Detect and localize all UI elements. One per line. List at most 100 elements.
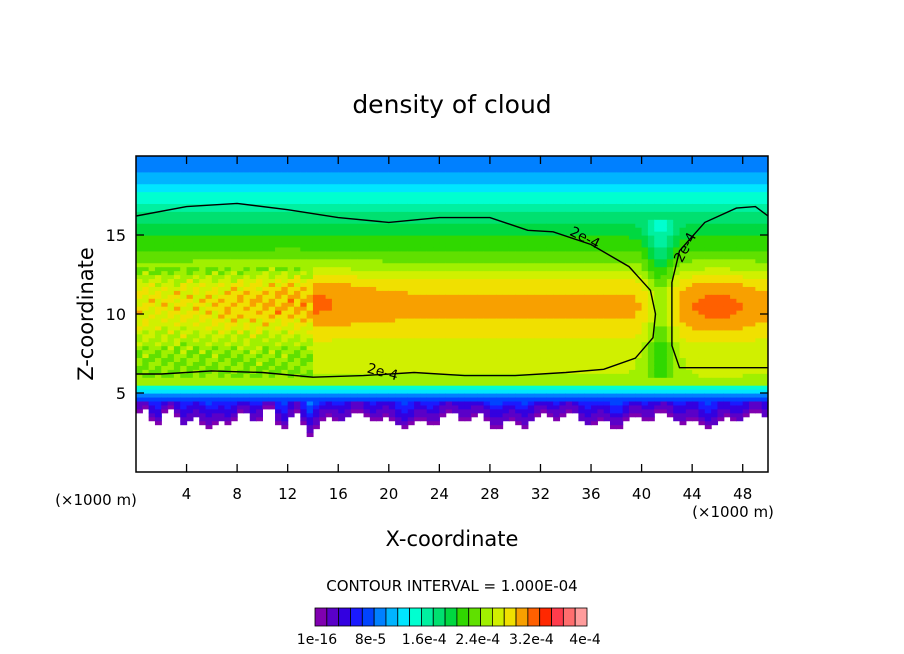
field-cell bbox=[388, 393, 396, 398]
field-cell bbox=[420, 258, 428, 264]
field-cell bbox=[142, 365, 150, 370]
field-cell bbox=[363, 349, 371, 355]
field-cell bbox=[186, 231, 194, 236]
field-cell bbox=[262, 290, 270, 295]
field-cell bbox=[319, 396, 327, 402]
field-cell bbox=[414, 282, 421, 287]
field-cell bbox=[470, 246, 478, 252]
field-cell bbox=[559, 329, 567, 335]
field-cell bbox=[546, 349, 554, 355]
field-cell bbox=[458, 262, 466, 268]
field-cell bbox=[161, 171, 169, 177]
field-cell bbox=[192, 262, 200, 268]
field-cell bbox=[502, 317, 510, 323]
field-cell bbox=[148, 254, 156, 260]
field-cell bbox=[199, 345, 207, 351]
field-cell bbox=[439, 317, 447, 323]
field-cell bbox=[154, 286, 162, 291]
field-cell bbox=[294, 215, 301, 220]
field-cell bbox=[161, 396, 169, 402]
field-cell bbox=[559, 211, 567, 216]
field-cell bbox=[268, 238, 276, 244]
field-cell bbox=[294, 353, 301, 359]
field-cell bbox=[395, 365, 403, 370]
field-cell bbox=[591, 408, 598, 414]
field-cell bbox=[325, 163, 333, 169]
field-cell bbox=[578, 262, 586, 268]
field-cell bbox=[426, 310, 434, 315]
field-cell bbox=[237, 310, 245, 315]
field-cell bbox=[407, 381, 415, 386]
field-cell bbox=[534, 373, 542, 378]
field-cell bbox=[401, 282, 409, 287]
field-cell bbox=[458, 227, 466, 232]
field-cell bbox=[439, 278, 447, 283]
field-cell bbox=[294, 333, 301, 339]
field-cell bbox=[338, 345, 346, 351]
field-cell bbox=[489, 365, 497, 370]
field-cell bbox=[287, 171, 295, 177]
field-cell bbox=[218, 408, 226, 414]
field-cell bbox=[433, 195, 440, 201]
field-cell bbox=[414, 314, 421, 319]
field-cell bbox=[325, 231, 333, 236]
field-cell bbox=[243, 314, 251, 319]
field-cell bbox=[350, 396, 358, 402]
field-cell bbox=[338, 274, 346, 280]
field-cell bbox=[357, 254, 365, 260]
field-cell bbox=[205, 416, 213, 422]
field-cell bbox=[211, 329, 219, 335]
field-cell bbox=[186, 183, 194, 189]
field-cell bbox=[376, 353, 384, 359]
field-cell bbox=[192, 361, 200, 366]
field-cell bbox=[249, 163, 257, 169]
field-cell bbox=[287, 159, 295, 165]
field-cell bbox=[483, 258, 491, 264]
field-cell bbox=[458, 274, 466, 280]
field-cell bbox=[243, 254, 251, 260]
field-cell bbox=[357, 242, 365, 248]
field-cell bbox=[477, 345, 485, 351]
field-cell bbox=[256, 278, 263, 283]
field-cell bbox=[224, 412, 232, 418]
field-cell bbox=[508, 227, 516, 232]
field-cell bbox=[439, 389, 447, 394]
field-cell bbox=[565, 242, 573, 248]
field-cell bbox=[218, 353, 226, 359]
field-cell bbox=[376, 416, 384, 422]
field-cell bbox=[294, 361, 301, 366]
field-cell bbox=[230, 408, 238, 414]
field-cell bbox=[268, 163, 276, 169]
field-cell bbox=[420, 400, 428, 406]
field-cell bbox=[319, 290, 327, 295]
field-cell bbox=[584, 254, 592, 260]
field-cell bbox=[515, 385, 523, 390]
field-cell bbox=[300, 235, 308, 240]
field-cell bbox=[237, 227, 245, 232]
field-cell bbox=[496, 400, 504, 406]
field-cell bbox=[136, 341, 143, 347]
field-cell bbox=[142, 242, 150, 248]
field-cell bbox=[521, 250, 529, 256]
field-cell bbox=[142, 167, 150, 173]
field-cell bbox=[173, 215, 181, 220]
field-cell bbox=[180, 369, 188, 374]
field-cell bbox=[331, 361, 339, 366]
field-cell bbox=[256, 385, 263, 390]
field-cell bbox=[572, 290, 579, 295]
field-cell bbox=[325, 270, 333, 276]
field-cell bbox=[237, 389, 245, 394]
field-cell bbox=[211, 223, 219, 228]
field-cell bbox=[426, 369, 434, 374]
field-cell bbox=[363, 183, 371, 189]
field-cell bbox=[470, 317, 478, 323]
field-cell bbox=[483, 353, 491, 359]
field-cell bbox=[470, 361, 478, 366]
field-cell bbox=[331, 183, 339, 189]
field-cell bbox=[167, 175, 175, 181]
field-cell bbox=[350, 345, 358, 351]
field-cell bbox=[275, 329, 282, 335]
field-cell bbox=[148, 306, 156, 311]
field-cell bbox=[584, 223, 592, 228]
field-cell bbox=[281, 159, 289, 165]
